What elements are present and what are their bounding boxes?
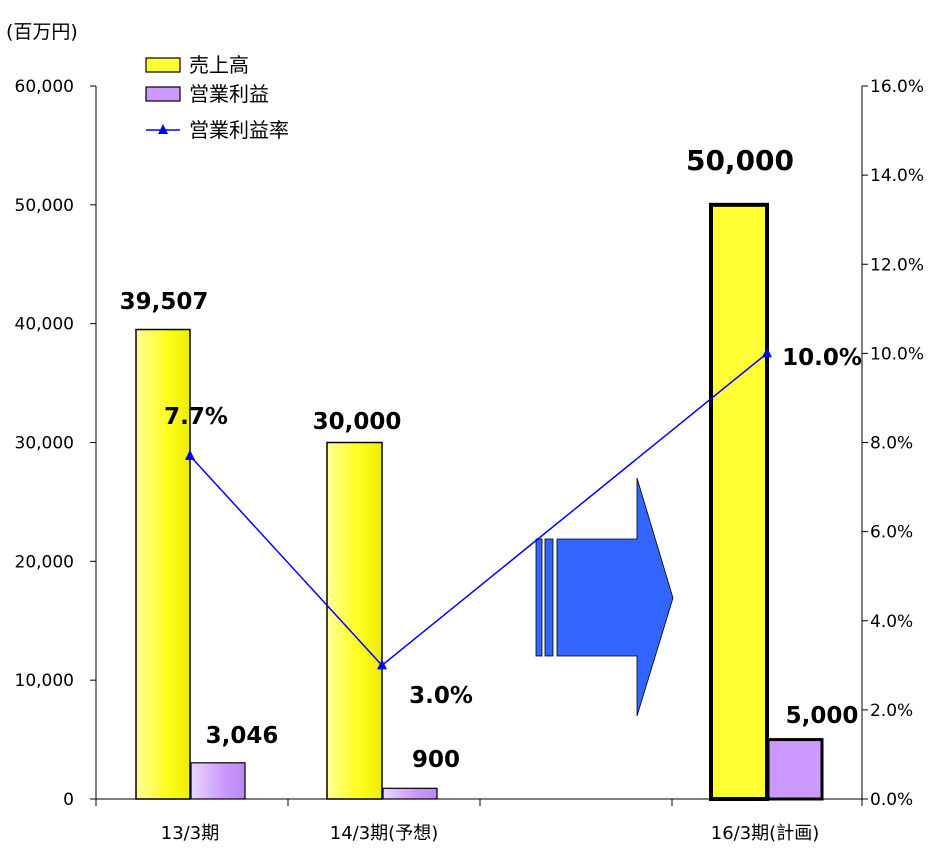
data-labels: 39,507 30,000 50,000 3,046 900 5,000 7.7% 3.0% 1… [120,144,862,773]
legend-swatch-sales [145,57,181,73]
y-left-tick-label: 40,000 [15,315,74,335]
y-right-tick-label: 8.0% [870,434,913,454]
ratio-line [185,347,772,670]
ratio-series-line [189,352,768,667]
sales-bar [709,202,769,802]
ratio-label: 7.7% [164,404,228,430]
y-right-tick-label: 16.0% [870,77,924,97]
arrow-stripe [535,538,543,657]
x-category-label: 13/3期 [161,823,219,844]
y-left-tick-label: 50,000 [15,196,74,216]
y-left-tick-label: 30,000 [15,434,74,454]
y-left-tick-label: 0 [63,790,74,810]
y-right-tick-label: 4.0% [870,612,913,632]
sales-label: 39,507 [120,289,209,315]
sales-bar [135,328,191,800]
sales-label: 50,000 [686,144,794,177]
legend-label-sales: 売上高 [189,53,249,77]
profit-bar [766,738,824,801]
y-right-tick-label: 6.0% [870,523,913,543]
ratio-label: 3.0% [409,683,473,709]
arrow-stripe [544,538,554,657]
profit-bar [382,787,438,800]
y-left-tick-label: 10,000 [15,671,74,691]
ratio-point-marker [762,347,772,358]
y-right-tick-label: 10.0% [870,344,924,364]
arrow-head [556,477,674,717]
y-left-tick-label: 60,000 [15,77,74,97]
legend-swatch-profit [145,86,181,102]
profit-bar [190,762,246,800]
axes: 0 10,000 20,000 30,000 40,000 50,000 60,000 0.0… [15,77,925,844]
arrow-shape [535,477,674,717]
profit-label: 900 [412,747,460,773]
bars [135,202,824,802]
ratio-point-marker [377,659,387,670]
sales-label: 30,000 [313,409,402,435]
legend-label-ratio: 営業利益率 [189,118,289,142]
unit-label: (百万円) [6,21,78,43]
y-right-tick-label: 12.0% [870,255,924,275]
x-category-label: 14/3期(予想) [330,823,438,844]
y-left-tick-label: 20,000 [15,552,74,572]
profit-label: 5,000 [786,703,859,729]
profit-label: 3,046 [206,723,279,749]
sales-bar [326,441,383,800]
legend-label-profit: 営業利益 [189,82,269,106]
ratio-label: 10.0% [782,345,862,371]
y-right-tick-label: 2.0% [870,701,913,721]
y-right-tick-label: 14.0% [870,166,924,186]
y-right-tick-label: 0.0% [870,790,913,810]
ratio-point-marker [185,449,195,460]
legend-marker-ratio [158,124,168,134]
x-category-label: 16/3期(計画) [711,823,819,844]
